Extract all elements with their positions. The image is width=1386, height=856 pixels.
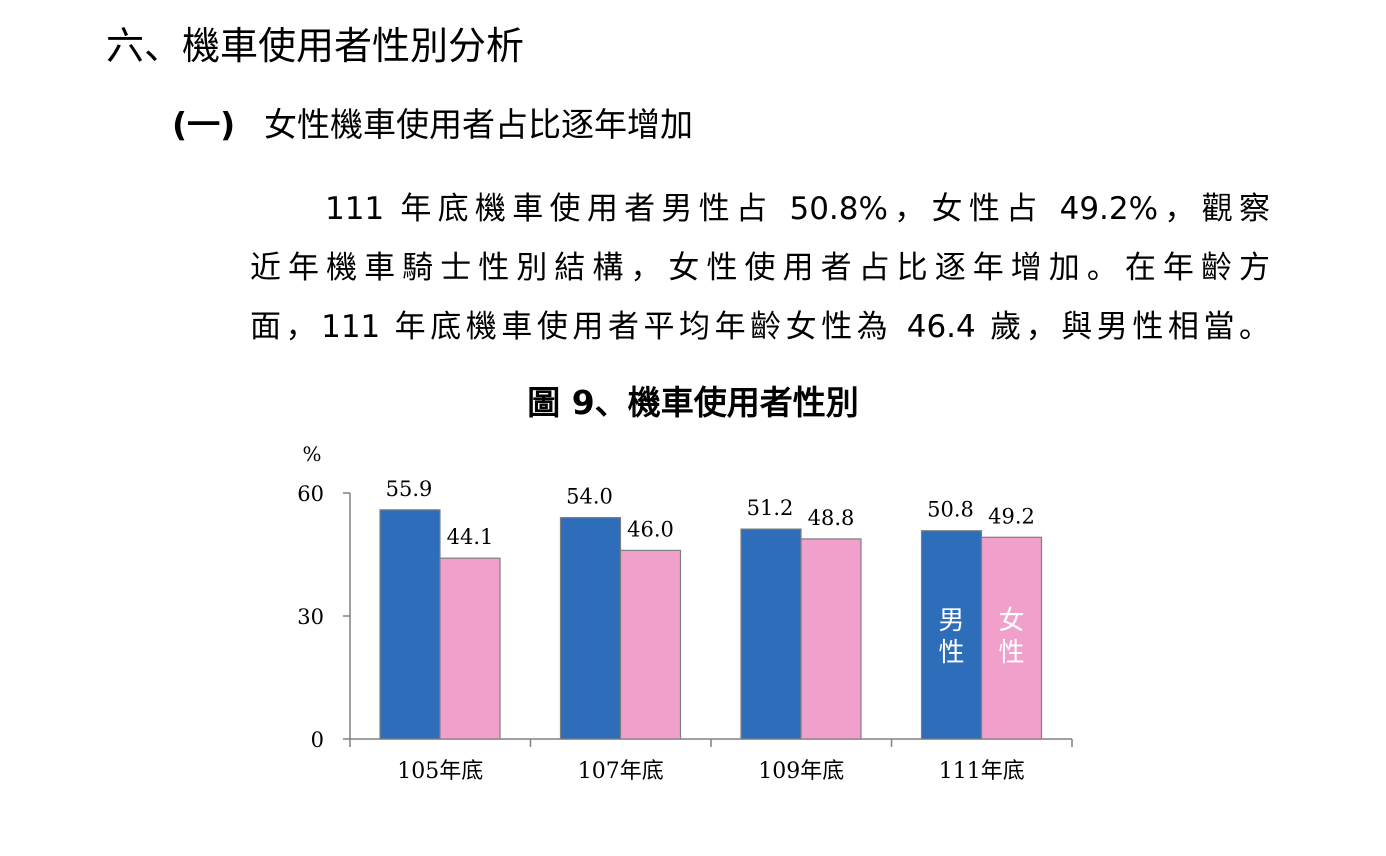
x-tick-label: 107年底 xyxy=(578,759,664,784)
bar-female xyxy=(980,536,1043,740)
data-label: 46.0 xyxy=(627,517,674,541)
y-tick-label: 60 xyxy=(297,482,324,506)
legend-label-male: 男性 xyxy=(938,606,964,668)
data-label: 55.9 xyxy=(386,477,433,501)
paragraph-line: 面，111 年底機車使用者平均年齡女性為 46.4 歲，與男性相當。 xyxy=(250,309,1270,345)
body-paragraph: 111 年底機車使用者男性占 50.8%，女性占 49.2%，觀察 近年機車騎士… xyxy=(250,180,1270,357)
data-label: 50.8 xyxy=(927,498,974,522)
subsection-number: (一) xyxy=(172,105,236,144)
x-tick-label: 105年底 xyxy=(397,759,483,784)
bar-male xyxy=(740,528,802,740)
data-label: 48.8 xyxy=(808,506,855,530)
data-label: 54.0 xyxy=(566,485,613,509)
bar-male xyxy=(920,530,983,740)
data-label: 44.1 xyxy=(447,525,494,549)
y-axis-unit-label: % xyxy=(302,442,321,466)
section-heading: 六、機車使用者性別分析 xyxy=(106,24,525,68)
paragraph-line: 111 年底機車使用者男性占 50.8%，女性占 49.2%，觀察 xyxy=(325,191,1270,227)
data-label: 49.2 xyxy=(988,504,1035,528)
bar-female xyxy=(619,549,682,740)
x-tick-label: 109年底 xyxy=(758,759,844,784)
y-tick-label: 0 xyxy=(311,728,324,752)
subsection-title: 女性機車使用者占比逐年增加 xyxy=(264,105,693,144)
bar-male xyxy=(559,516,622,740)
bar-female xyxy=(800,538,862,740)
figure-title: 圖 9、機車使用者性別 xyxy=(527,383,859,422)
bar-female xyxy=(439,557,501,740)
legend-label-female: 女性 xyxy=(998,606,1024,668)
y-tick-label: 30 xyxy=(297,605,324,629)
x-tick-label: 111年底 xyxy=(939,759,1025,784)
paragraph-line: 近年機車騎士性別結構，女性使用者占比逐年增加。在年齡方 xyxy=(250,250,1270,286)
bar-male xyxy=(379,509,441,740)
data-label: 51.2 xyxy=(747,496,794,520)
